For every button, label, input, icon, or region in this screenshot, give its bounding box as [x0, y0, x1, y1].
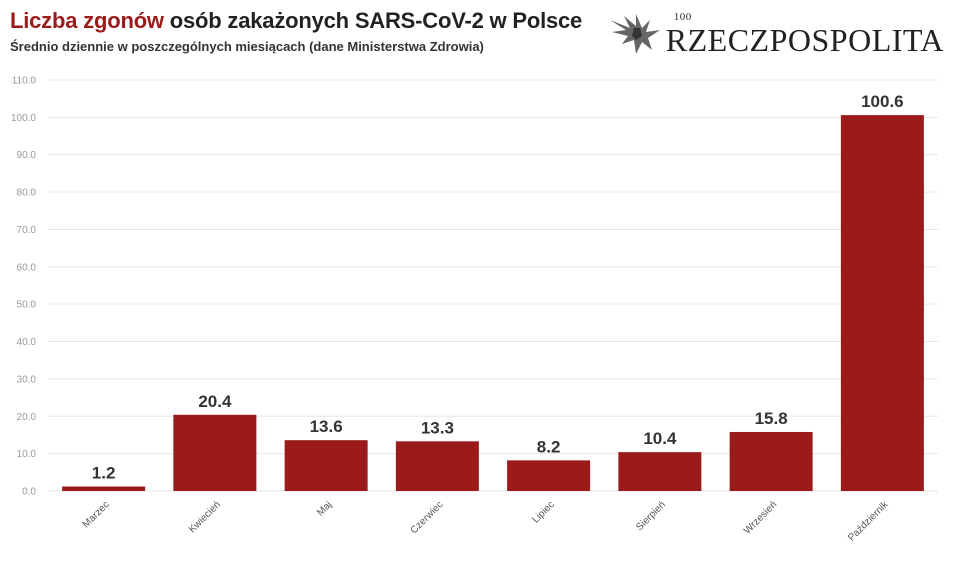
eagle-icon	[609, 14, 660, 54]
data-label: 10.4	[643, 429, 677, 448]
chart-subtitle: Średnio dziennie w poszczególnych miesią…	[10, 39, 484, 54]
y-tick-label: 90.0	[17, 150, 37, 161]
y-tick-label: 80.0	[17, 188, 37, 199]
data-label: 1.2	[92, 464, 116, 483]
y-tick-label: 20.0	[17, 412, 37, 423]
bar	[729, 431, 813, 491]
data-label: 8.2	[537, 437, 561, 456]
y-tick-label: 50.0	[17, 300, 37, 311]
bar	[395, 441, 479, 491]
logo-wordmark: 100 RZECZPOSPOLITA	[665, 12, 944, 58]
y-tick-label: 70.0	[17, 225, 37, 236]
x-tick-label: Marzec	[81, 499, 112, 530]
chart-title-rest: osób zakażonych SARS-CoV-2 w Polsce	[163, 8, 583, 33]
data-label: 13.6	[310, 417, 343, 436]
x-tick-label: Październik	[846, 499, 891, 544]
y-tick-label: 30.0	[17, 374, 37, 385]
data-label: 13.3	[421, 418, 454, 437]
y-tick-label: 110.0	[12, 76, 37, 87]
chart-header: Liczba zgonów osób zakażonych SARS-CoV-2…	[10, 8, 582, 54]
data-label: 15.8	[755, 409, 788, 428]
bar	[173, 414, 257, 491]
y-tick-label: 10.0	[17, 449, 37, 460]
x-tick-label: Lipiec	[530, 499, 556, 525]
y-tick-label: 0.0	[22, 487, 36, 498]
x-tick-label: Czerwiec	[409, 499, 446, 536]
bar	[618, 452, 702, 491]
chart-title: Liczba zgonów osób zakażonych SARS-CoV-2…	[10, 8, 582, 34]
y-tick-label: 40.0	[17, 337, 37, 348]
x-tick-label: Kwiecień	[187, 499, 223, 535]
bar	[840, 115, 924, 491]
x-tick-label: Wrzesień	[742, 499, 779, 536]
bar	[62, 486, 146, 491]
logo-years: 100	[673, 11, 692, 23]
bar	[284, 440, 368, 491]
data-label: 100.6	[861, 92, 904, 111]
x-tick-label: Maj	[315, 499, 334, 518]
rzeczpospolita-logo: 100 RZECZPOSPOLITA	[606, 10, 944, 56]
logo-name: RZECZPOSPOLITA	[665, 22, 944, 58]
y-tick-label: 100.0	[11, 113, 36, 124]
bar	[507, 460, 591, 491]
x-tick-label: Sierpień	[634, 499, 668, 533]
data-label: 20.4	[198, 392, 232, 411]
y-tick-label: 60.0	[17, 262, 37, 273]
chart-title-accent: Liczba zgonów	[10, 8, 164, 33]
